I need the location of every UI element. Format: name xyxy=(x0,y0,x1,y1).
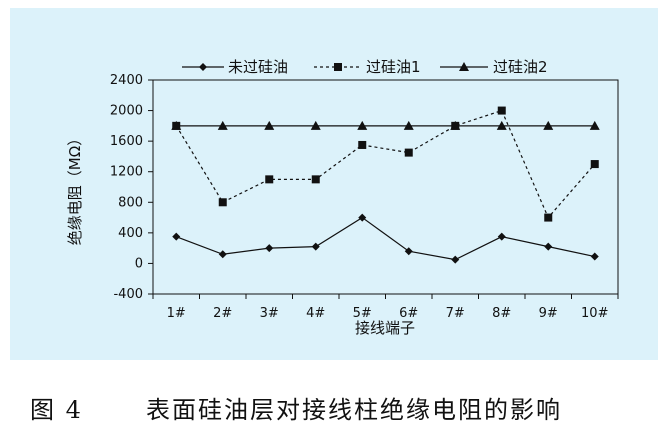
y-tick-label: 0 xyxy=(135,256,143,271)
y-axis-title: 绝缘电阻（MΩ） xyxy=(66,131,84,245)
series-1-point xyxy=(451,255,460,264)
series-1-point xyxy=(218,250,227,259)
legend-item-1-label: 未过硅油 xyxy=(228,58,288,76)
series-2-point xyxy=(404,148,413,157)
series-2-point xyxy=(590,160,599,169)
figure-caption: 图 4 表面硅油层对接线柱绝缘电阻的影响 xyxy=(0,390,667,424)
series-2-point xyxy=(218,198,227,207)
series-3-point xyxy=(589,120,600,130)
x-tick-label: 6# xyxy=(399,306,418,321)
series-1-point xyxy=(265,244,274,253)
legend-item-1: 未过硅油 xyxy=(182,58,288,76)
legend-item-1-point xyxy=(199,63,207,71)
y-tick-label: 1200 xyxy=(110,165,143,180)
line-chart: 2400 2000 1600 1200 800 400 0 -400 1# 2# 3# 4# 5# 6#… xyxy=(66,58,619,337)
figure-panel: 2400 2000 1600 1200 800 400 0 -400 1# 2# 3# 4# 5# 6#… xyxy=(10,8,658,360)
series-2-point xyxy=(451,121,460,130)
y-tick-label: 800 xyxy=(118,195,143,210)
x-axis-title: 接线端子 xyxy=(355,319,415,337)
plot-area xyxy=(152,79,619,295)
series-1-point xyxy=(404,247,413,256)
x-axis: 1# 2# 3# 4# 5# 6# 7# 8# 9# 10# xyxy=(152,294,619,321)
series-2-point xyxy=(497,106,506,115)
series-2-line xyxy=(175,109,596,219)
series-2-point xyxy=(172,121,181,130)
legend: 未过硅油 过硅油1 过硅油2 xyxy=(182,58,548,76)
series-2-point xyxy=(358,140,367,149)
y-tick-label: -400 xyxy=(113,287,143,302)
x-tick-label: 8# xyxy=(492,306,511,321)
x-tick-label: 5# xyxy=(353,306,372,321)
series-2-point xyxy=(311,175,320,184)
series-1-point xyxy=(497,232,506,241)
series-1-point xyxy=(311,242,320,251)
y-tick-label: 2000 xyxy=(110,104,143,119)
x-tick-label: 2# xyxy=(213,306,232,321)
series-layer xyxy=(171,106,600,264)
y-axis: 2400 2000 1600 1200 800 400 0 -400 xyxy=(110,73,153,302)
series-3-point xyxy=(543,120,554,130)
series-3-point xyxy=(217,120,228,130)
series-2 xyxy=(172,106,599,222)
y-tick-label: 400 xyxy=(118,226,143,241)
series-3-point xyxy=(496,120,507,130)
series-3 xyxy=(171,120,600,130)
x-tick-label: 4# xyxy=(306,306,325,321)
series-1-point xyxy=(544,242,553,251)
x-tick-label: 9# xyxy=(539,306,558,321)
series-1-point xyxy=(358,213,367,222)
x-tick-label: 3# xyxy=(260,306,279,321)
figure-caption-text: 表面硅油层对接线柱绝缘电阻的影响 xyxy=(146,396,562,424)
legend-item-3-label: 过硅油2 xyxy=(493,58,548,76)
series-3-point xyxy=(310,120,321,130)
series-1-point xyxy=(590,252,599,261)
series-2-point xyxy=(544,213,553,222)
series-3-point xyxy=(264,120,275,130)
x-tick-label: 7# xyxy=(446,306,465,321)
y-tick-label: 1600 xyxy=(110,134,143,149)
series-1-point xyxy=(172,232,181,241)
legend-item-3-point xyxy=(459,62,469,71)
x-tick-label: 1# xyxy=(167,306,186,321)
y-tick-label: 2400 xyxy=(110,73,143,88)
series-2-point xyxy=(265,175,274,184)
x-tick-label: 10# xyxy=(581,306,608,321)
legend-item-2-point xyxy=(334,63,342,71)
figure-number: 图 4 xyxy=(30,396,83,424)
series-1 xyxy=(172,213,599,264)
series-3-point xyxy=(357,120,368,130)
legend-item-2: 过硅油1 xyxy=(314,58,421,76)
series-1-line xyxy=(176,216,595,261)
legend-item-2-label: 过硅油1 xyxy=(366,58,421,76)
series-3-point xyxy=(403,120,414,130)
legend-item-3: 过硅油2 xyxy=(440,58,548,76)
